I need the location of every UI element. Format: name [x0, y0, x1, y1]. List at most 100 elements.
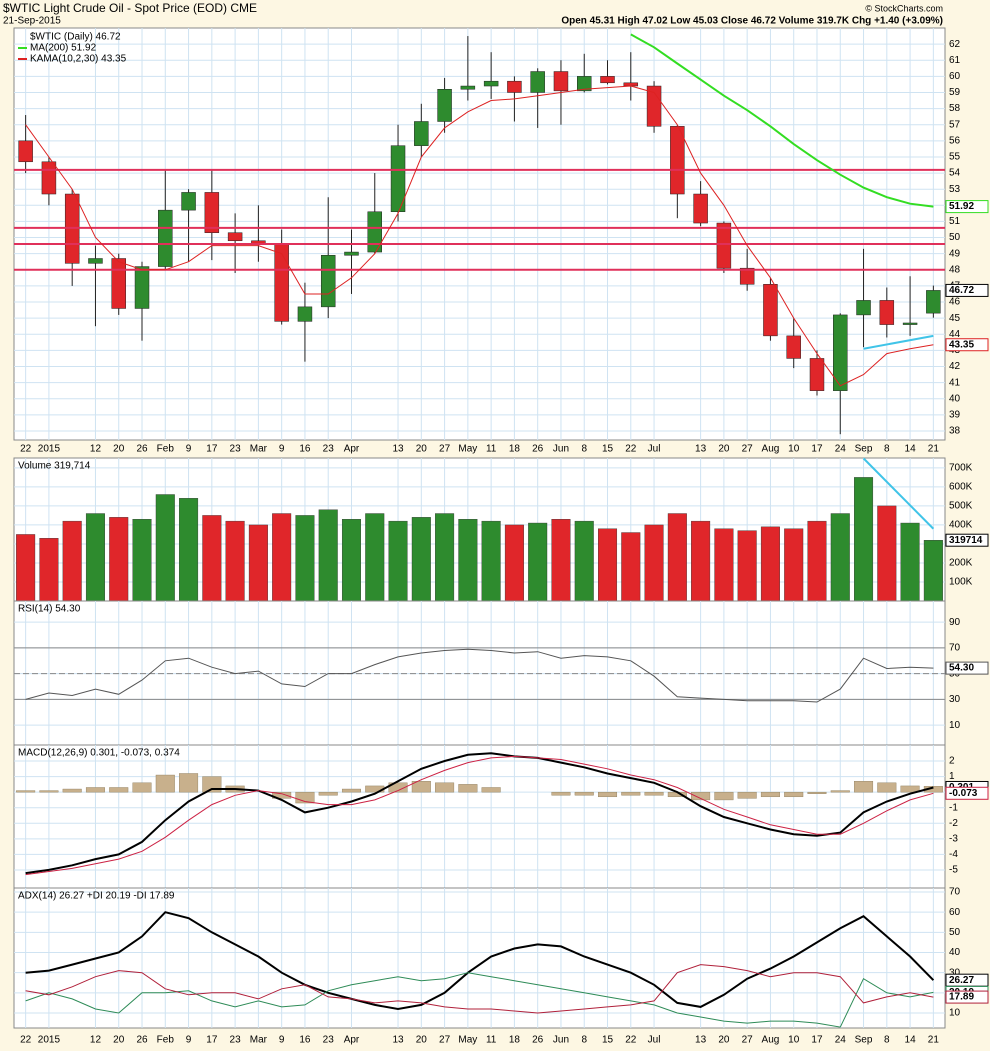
x-tick-label: 10 [788, 444, 800, 455]
value-tag-label: -0.073 [949, 788, 978, 799]
x-tick-label: Jun [553, 444, 569, 455]
indicator-line [630, 33, 934, 208]
candle-body [18, 140, 33, 163]
x-tick-label: 20 [113, 1035, 125, 1046]
candle-body [88, 258, 103, 264]
x-tick-label: 13 [392, 444, 404, 455]
x-tick-label: 26 [136, 444, 148, 455]
y-tick-label: 38 [949, 426, 961, 437]
histogram-bar [877, 782, 897, 793]
y-tick-label: 59 [949, 87, 961, 98]
volume-bar [504, 524, 524, 602]
candle-body [111, 258, 126, 309]
x-tick-label: May [458, 1035, 477, 1046]
candle-body [320, 255, 336, 308]
volume-bar [341, 519, 361, 602]
histogram-bar [132, 782, 152, 793]
y-tick-label: 10 [949, 1008, 961, 1019]
legend-entry: KAMA(10,2,30) 43.35 [30, 54, 127, 65]
volume-bar [155, 494, 175, 602]
indicator-line [25, 85, 934, 387]
y-tick-label: -4 [949, 849, 958, 860]
x-tick-label: 9 [279, 444, 285, 455]
x-tick-label: 17 [206, 1035, 218, 1046]
candle-body [670, 126, 685, 195]
x-tick-label: 23 [323, 1035, 335, 1046]
histogram-bar [714, 791, 734, 801]
volume-bar [411, 517, 431, 602]
candle-body [41, 161, 57, 195]
value-tag-label: 46.72 [949, 285, 974, 296]
x-tick-label: 12 [90, 1035, 102, 1046]
candle-body [437, 89, 452, 122]
x-tick-label: 8 [884, 1035, 890, 1046]
panel-label: Volume 319,714 [18, 461, 91, 472]
y-tick-label: 70 [949, 887, 961, 898]
candle-body [134, 266, 150, 309]
x-tick-label: 2015 [38, 1035, 61, 1046]
x-tick-label: 16 [299, 444, 311, 455]
legend-entry: $WTIC (Daily) 46.72 [30, 32, 121, 43]
x-tick-label: 17 [811, 444, 823, 455]
x-tick-label: 9 [279, 1035, 285, 1046]
x-tick-label: Aug [762, 444, 780, 455]
x-tick-label: 23 [230, 1035, 242, 1046]
volume-bar [272, 513, 292, 602]
volume-bar [435, 513, 455, 602]
candle-body [879, 300, 895, 325]
y-tick-label: 1 [949, 771, 955, 782]
value-tag-label: 51.92 [949, 201, 974, 212]
candle-body [553, 71, 569, 92]
x-tick-label: 8 [581, 1035, 587, 1046]
x-tick-label: 2015 [38, 444, 61, 455]
y-tick-label: 62 [949, 39, 961, 50]
y-tick-label: -5 [949, 865, 958, 876]
x-tick-label: 20 [416, 444, 428, 455]
y-tick-label: 60 [949, 907, 961, 918]
candle-body [646, 85, 662, 127]
y-tick-label: 90 [949, 617, 961, 628]
candle-body [902, 322, 918, 325]
panel-label: RSI(14) 54.30 [18, 604, 81, 615]
volume-bar [691, 520, 711, 602]
x-tick-label: 10 [788, 1035, 800, 1046]
value-tag-label: 26.27 [949, 975, 974, 986]
x-tick-label: 26 [532, 1035, 544, 1046]
candle-body [204, 192, 220, 233]
y-tick-label: 60 [949, 71, 961, 82]
chart-title: $WTIC Light Crude Oil - Spot Price (EOD)… [3, 1, 257, 15]
y-tick-label: 100K [949, 577, 973, 588]
value-tag [945, 283, 989, 297]
y-tick-label: 61 [949, 55, 961, 66]
histogram-bar [691, 791, 711, 801]
histogram-bar [900, 785, 920, 793]
y-tick-label: 600K [949, 482, 973, 493]
y-tick-label: 48 [949, 264, 961, 275]
volume-bar [877, 505, 897, 602]
y-tick-label: 50 [949, 927, 961, 938]
histogram-bar [16, 790, 36, 793]
indicator-line [25, 755, 934, 876]
candle-body [297, 306, 313, 322]
x-tick-label: 14 [905, 1035, 917, 1046]
x-tick-label: 22 [20, 1035, 32, 1046]
x-tick-label: May [458, 444, 477, 455]
indicator-line [25, 752, 934, 875]
value-tag [945, 533, 989, 547]
y-tick-label: 46 [949, 297, 961, 308]
x-tick-label: 22 [625, 1035, 637, 1046]
x-tick-label: 20 [416, 1035, 428, 1046]
volume-bar [458, 519, 478, 602]
volume-bar [318, 509, 338, 602]
value-tag [945, 200, 989, 214]
histogram-bar [388, 782, 408, 793]
x-tick-label: 11 [486, 444, 497, 455]
candle-body [926, 290, 941, 314]
volume-bar [667, 513, 687, 602]
histogram-bar [435, 782, 455, 793]
candle-body [158, 209, 173, 267]
panel [13, 457, 946, 602]
y-tick-label: 54 [949, 168, 961, 179]
volume-bar [388, 520, 408, 602]
candle-body [483, 80, 499, 87]
